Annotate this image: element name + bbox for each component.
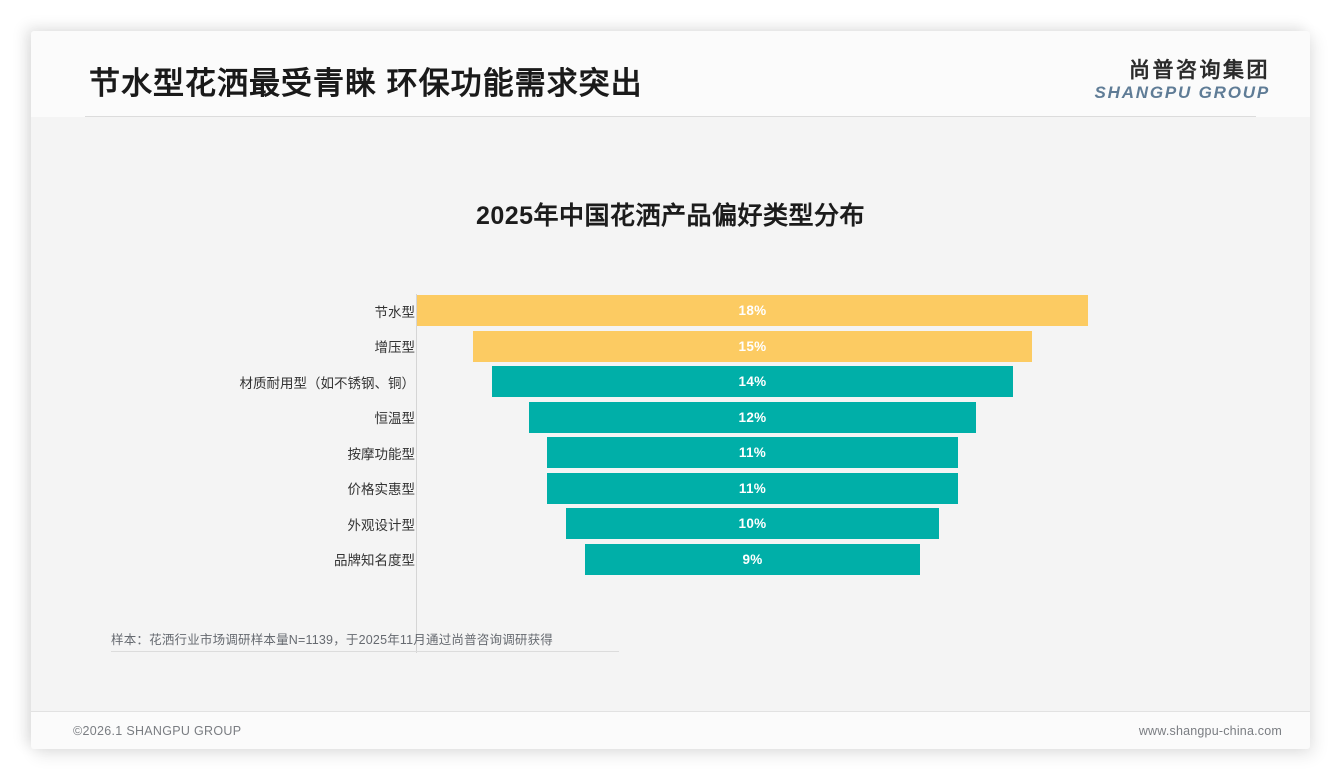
bar-row: 材质耐用型（如不锈钢、铜） 14% — [31, 366, 1310, 397]
logo-chinese-text: 尚普咨询集团 — [1129, 59, 1270, 82]
bar-track: 12% — [417, 401, 1088, 433]
bar-category-label: 节水型 — [374, 304, 416, 320]
source-note-underline — [111, 651, 619, 652]
bar-category-label: 外观设计型 — [347, 517, 416, 533]
footer-copyright: ©2026.1 SHANGPU GROUP — [73, 724, 242, 738]
bar-track: 9% — [417, 543, 1088, 575]
chart-title: 2025年中国花洒产品偏好类型分布 — [475, 202, 866, 230]
bar-segment[interactable]: 10% — [566, 508, 939, 539]
bar-segment[interactable]: 11% — [547, 472, 958, 504]
bar-track: 11% — [417, 437, 1088, 468]
header-divider — [85, 116, 1256, 117]
bar-value-label: 9% — [742, 551, 763, 567]
logo-english-text: SHANGPU GROUP — [1094, 82, 1270, 102]
bar-value-label: 11% — [738, 445, 767, 460]
bar-track: 18% — [417, 295, 1088, 326]
bar-track: 14% — [417, 366, 1088, 397]
bar-track: 15% — [417, 330, 1088, 362]
bar-row: 品牌知名度型 9% — [31, 543, 1310, 575]
slide-header: 节水型花洒最受青睐 环保功能需求突出 尚普咨询集团 SHANGPU GROUP — [31, 31, 1310, 117]
slide-body: 2025年中国花洒产品偏好类型分布 节水型 18% 增压型 15% 材质耐用型（如不锈钢… — [31, 117, 1310, 711]
footer-divider — [31, 711, 1310, 712]
bar-category-label: 增压型 — [374, 340, 416, 355]
brand-logo: 尚普咨询集团 SHANGPU GROUP — [1095, 59, 1270, 102]
bar-row: 外观设计型 10% — [31, 508, 1310, 539]
slide-footer: ©2026.1 SHANGPU GROUP www.shangpu-china.… — [31, 711, 1310, 749]
category-axis-line — [416, 294, 417, 653]
page-title: 节水型花洒最受青睐 环保功能需求突出 — [89, 66, 643, 101]
bar-category-label: 品牌知名度型 — [334, 553, 415, 568]
bar-row: 按摩功能型 11% — [31, 437, 1310, 468]
bar-row: 恒温型 12% — [31, 401, 1310, 433]
bar-segment[interactable]: 9% — [584, 543, 921, 575]
bar-row: 节水型 18% — [31, 295, 1310, 326]
bar-segment[interactable]: 11% — [547, 437, 958, 468]
bar-track: 11% — [417, 472, 1088, 504]
bar-segment[interactable]: 14% — [491, 366, 1014, 397]
bar-value-label: 14% — [738, 374, 767, 389]
footer-website-link[interactable]: www.shangpu-china.com — [1138, 724, 1282, 738]
bar-segment[interactable]: 15% — [472, 330, 1033, 362]
bar-track: 10% — [417, 508, 1088, 539]
bar-segment[interactable]: 18% — [417, 295, 1088, 326]
source-note: 样本：花洒行业市场调研样本量N=1139，于2025年11月通过尚普咨询调研获得 — [111, 633, 553, 647]
bar-value-label: 15% — [738, 338, 767, 354]
bar-category-label: 材质耐用型（如不锈钢、铜） — [239, 375, 416, 391]
bar-value-label: 11% — [738, 480, 767, 496]
bar-row: 价格实惠型 11% — [31, 472, 1310, 504]
bar-category-label: 按摩功能型 — [347, 446, 416, 462]
bar-value-label: 10% — [738, 516, 767, 531]
bar-row: 增压型 15% — [31, 330, 1310, 362]
bar-value-label: 18% — [738, 303, 767, 318]
bar-value-label: 12% — [738, 409, 767, 425]
bar-category-label: 恒温型 — [374, 411, 416, 426]
bar-chart: 节水型 18% 增压型 15% 材质耐用型（如不锈钢、铜） 14% 恒温型 12% 按摩功能型 1… — [31, 117, 1310, 711]
bar-category-label: 价格实惠型 — [347, 482, 416, 497]
bar-segment[interactable]: 12% — [528, 401, 977, 433]
